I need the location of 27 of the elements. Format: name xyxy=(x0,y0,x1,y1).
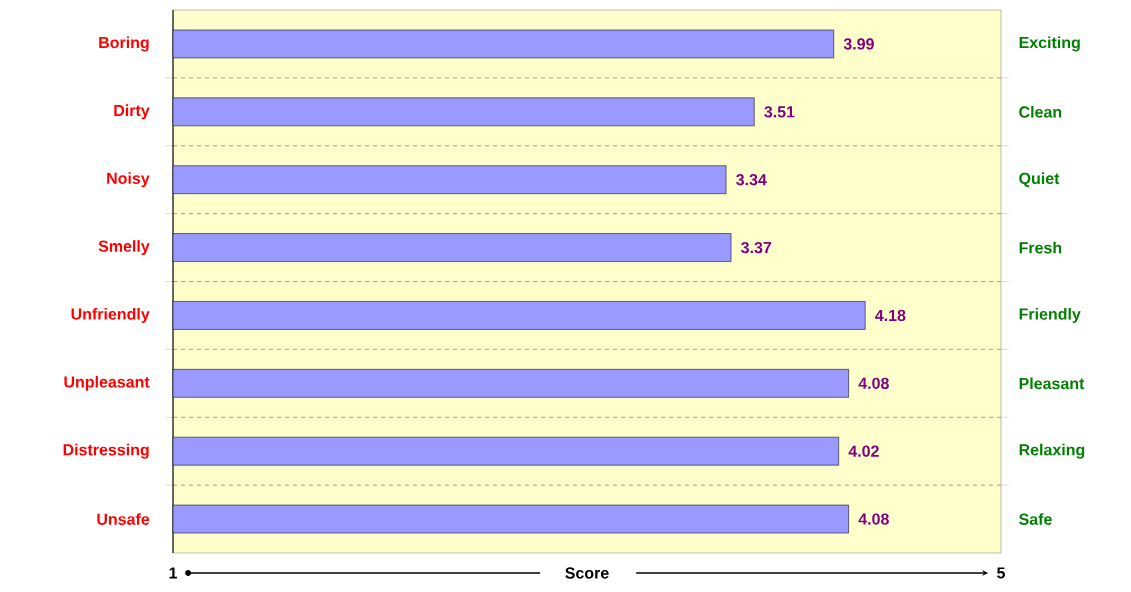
data-label: 3.34 xyxy=(736,174,767,186)
data-label: 3.37 xyxy=(741,241,772,254)
x-axis-title: Score xyxy=(565,567,609,579)
text: Relaxing xyxy=(1019,443,1085,459)
text: Quiet xyxy=(1019,172,1060,188)
data-label: 3.51 xyxy=(764,106,795,118)
y-tick-label: Unsafe xyxy=(97,513,150,525)
y-tick-label: Boring xyxy=(99,36,149,52)
y-tick-label: Noisy xyxy=(107,172,150,188)
text: Friendly xyxy=(1019,307,1081,323)
y-tick-label: Distressing xyxy=(63,443,149,459)
y-tick-label: Unfriendly xyxy=(71,307,150,323)
text: Clean xyxy=(1019,105,1062,118)
data-label: 3.99 xyxy=(843,38,874,50)
y-tick-label: Smelly xyxy=(98,240,150,256)
text: 1 xyxy=(169,567,178,579)
text: Safe xyxy=(1019,513,1052,525)
data-label: 4.08 xyxy=(858,377,889,389)
x-tick-label: 5 xyxy=(997,567,1005,579)
data-label: 4.02 xyxy=(848,445,879,457)
data-label: 4.18 xyxy=(875,309,906,322)
text: Pleasant xyxy=(1019,377,1085,390)
text: Fresh xyxy=(1019,241,1062,254)
data-label: 4.08 xyxy=(858,513,889,525)
y-tick-label: Unpleasant xyxy=(64,375,150,391)
y-tick-label: Dirty xyxy=(114,104,150,120)
text: Exciting xyxy=(1019,36,1080,52)
